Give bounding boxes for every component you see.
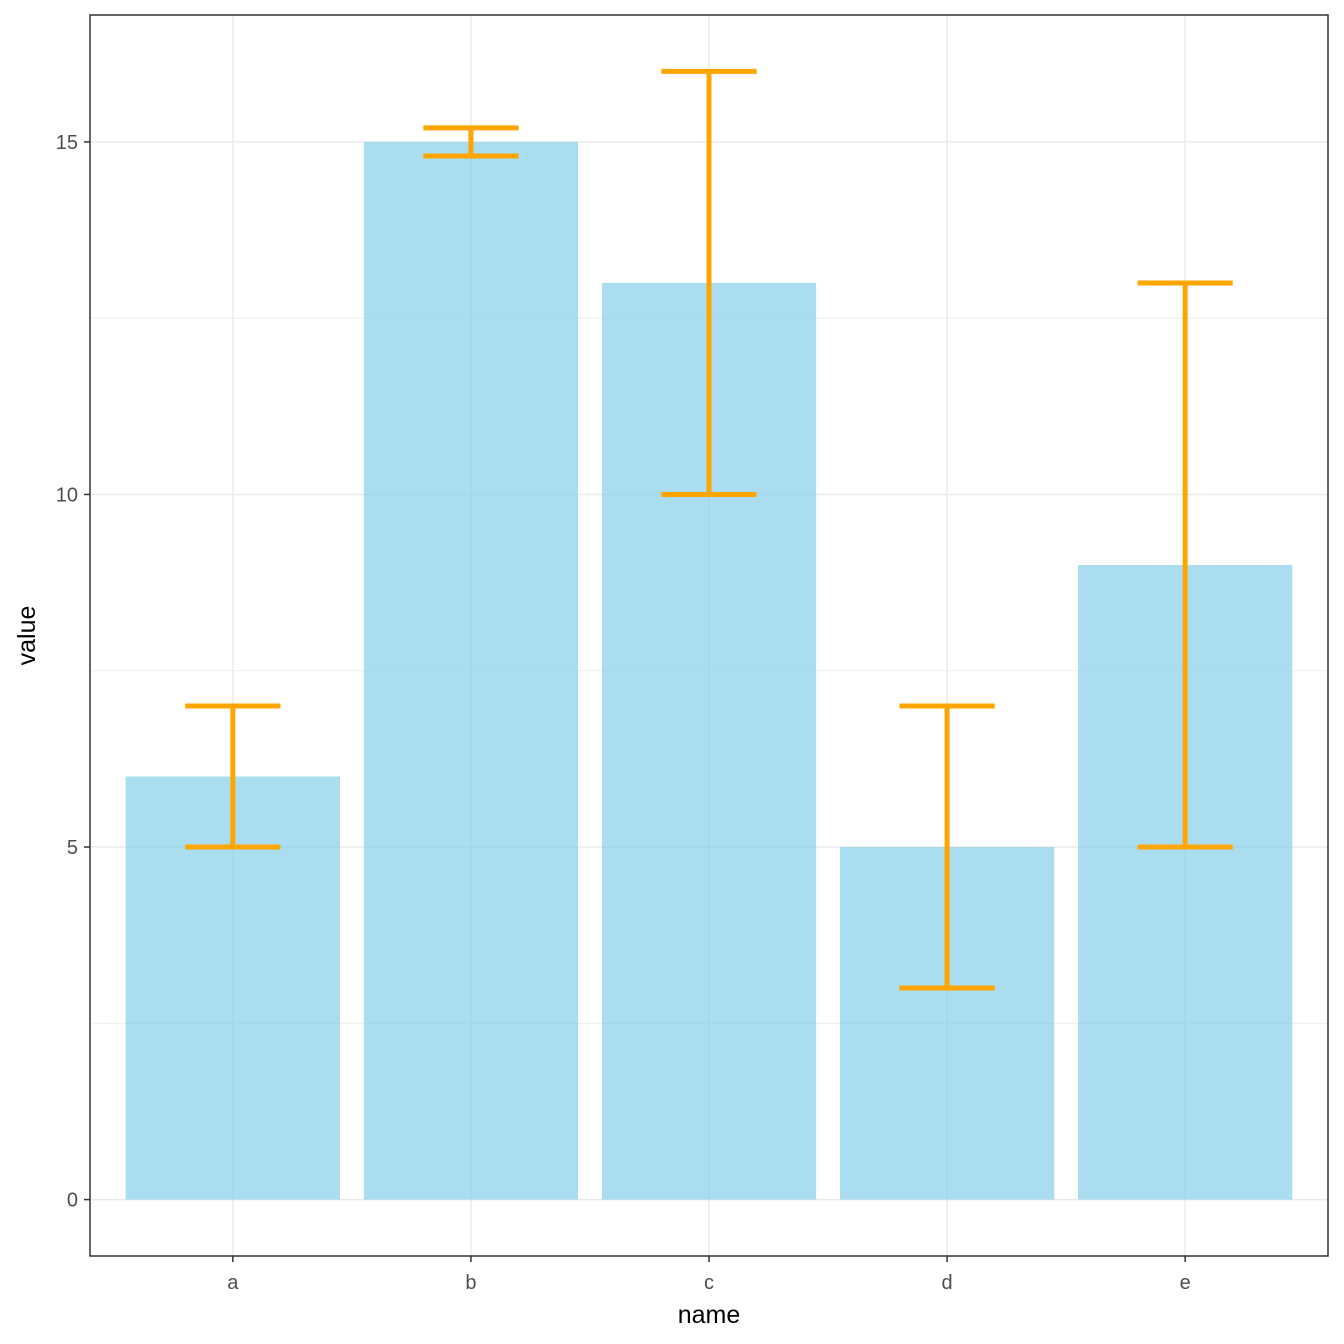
y-tick-label: 0 bbox=[67, 1190, 78, 1212]
y-axis-title: value bbox=[13, 606, 41, 666]
x-tick-label: e bbox=[1180, 1272, 1191, 1294]
axes: 0 5 10 15 a b c d e bbox=[56, 132, 1191, 1294]
y-tick-label: 10 bbox=[56, 484, 78, 506]
y-tick-label: 15 bbox=[56, 132, 78, 154]
y-tick-label: 5 bbox=[67, 837, 78, 859]
x-tick-label: c bbox=[704, 1272, 714, 1294]
x-tick-label: b bbox=[465, 1272, 476, 1294]
bar-b bbox=[363, 141, 579, 1200]
x-tick-label: d bbox=[942, 1272, 953, 1294]
x-axis-title: name bbox=[678, 1301, 741, 1329]
x-tick-label: a bbox=[227, 1272, 239, 1294]
error-bars bbox=[185, 68, 1233, 991]
bars bbox=[125, 141, 1293, 1200]
